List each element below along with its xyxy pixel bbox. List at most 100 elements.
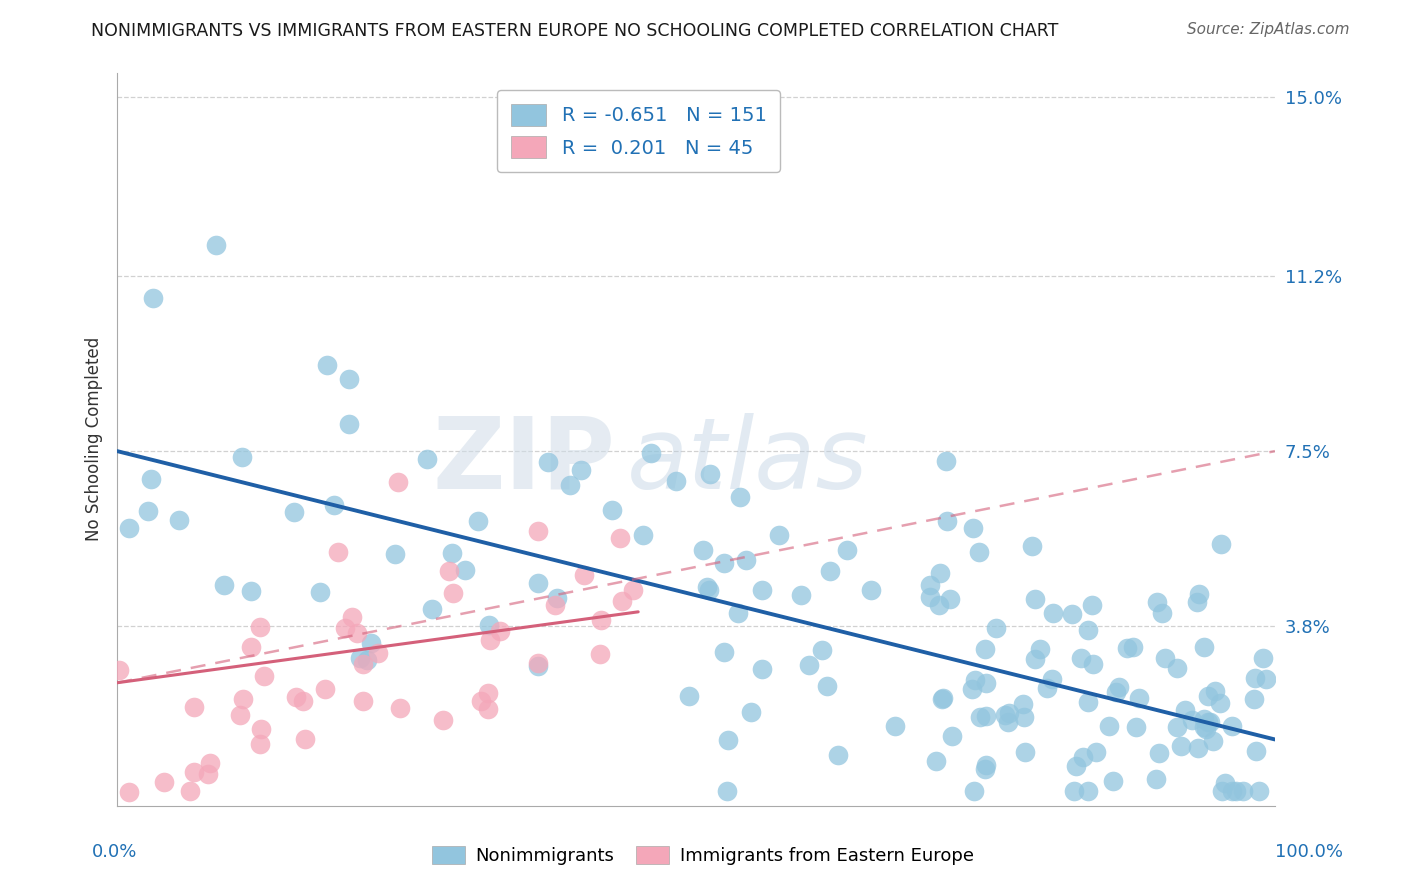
Point (333, 621, 356, 635)
Point (1021, 539, 1043, 553)
Text: ZIP: ZIP (432, 413, 614, 510)
Point (1211, 784, 1233, 798)
Point (526, 524, 548, 539)
Point (1209, 696, 1232, 710)
Point (665, 474, 688, 488)
Point (998, 706, 1021, 720)
Point (974, 676, 997, 690)
Point (197, 766, 219, 780)
Point (699, 467, 721, 481)
Point (249, 620, 271, 634)
Point (1188, 587, 1211, 601)
Point (713, 556, 735, 570)
Point (1174, 703, 1197, 717)
Point (969, 710, 991, 724)
Point (920, 590, 942, 604)
Point (153, 774, 176, 789)
Point (621, 583, 644, 598)
Point (717, 732, 740, 747)
Point (527, 576, 550, 591)
Point (349, 651, 371, 665)
Point (609, 531, 631, 545)
Point (1144, 772, 1167, 787)
Point (250, 722, 273, 736)
Point (527, 656, 550, 670)
Point (360, 636, 382, 650)
Point (935, 454, 957, 468)
Point (1187, 741, 1209, 756)
Point (631, 528, 654, 542)
Point (1194, 723, 1216, 737)
Point (938, 591, 960, 606)
Point (488, 624, 510, 639)
Point (239, 640, 262, 654)
Point (1166, 720, 1188, 734)
Point (884, 718, 907, 732)
Point (231, 450, 253, 464)
Point (1063, 784, 1085, 798)
Point (1064, 759, 1087, 773)
Point (1199, 714, 1222, 729)
Point (811, 643, 834, 657)
Point (340, 610, 363, 624)
Point (696, 580, 718, 594)
Point (1116, 641, 1139, 656)
Point (815, 679, 838, 693)
Point (941, 729, 963, 743)
Point (1251, 650, 1274, 665)
Point (141, 291, 163, 305)
Point (1108, 680, 1130, 694)
Point (967, 545, 990, 559)
Point (728, 490, 751, 504)
Point (818, 565, 841, 579)
Point (1077, 695, 1099, 709)
Point (388, 701, 411, 715)
Point (1081, 657, 1104, 671)
Point (1060, 607, 1083, 621)
Point (292, 694, 315, 708)
Point (931, 691, 953, 706)
Point (789, 588, 811, 602)
Point (1194, 720, 1216, 734)
Point (973, 762, 995, 776)
Point (1012, 697, 1035, 711)
Point (326, 544, 349, 558)
Point (537, 455, 560, 469)
Point (1213, 776, 1236, 790)
Point (1194, 712, 1216, 726)
Legend: Nonimmigrants, Immigrants from Eastern Europe: Nonimmigrants, Immigrants from Eastern E… (425, 838, 981, 872)
Point (976, 757, 998, 772)
Point (1024, 591, 1046, 606)
Point (1166, 660, 1188, 674)
Point (1029, 641, 1052, 656)
Point (309, 585, 332, 599)
Point (1204, 684, 1226, 698)
Point (118, 784, 141, 798)
Point (920, 578, 942, 592)
Point (478, 618, 501, 632)
Point (735, 553, 758, 567)
Point (441, 546, 464, 560)
Point (439, 564, 461, 578)
Point (1150, 606, 1173, 620)
Point (1042, 606, 1064, 620)
Point (569, 463, 592, 477)
Point (477, 702, 499, 716)
Text: atlas: atlas (627, 413, 869, 510)
Point (976, 708, 998, 723)
Point (232, 692, 254, 706)
Point (929, 566, 952, 580)
Point (1211, 537, 1233, 551)
Point (678, 690, 700, 704)
Point (612, 594, 634, 608)
Point (1249, 784, 1271, 798)
Point (544, 598, 567, 612)
Text: NONIMMIGRANTS VS IMMIGRANTS FROM EASTERN EUROPE NO SCHOOLING COMPLETED CORRELATI: NONIMMIGRANTS VS IMMIGRANTS FROM EASTERN… (91, 22, 1059, 40)
Point (139, 472, 162, 486)
Point (1202, 733, 1225, 747)
Point (751, 582, 773, 597)
Point (1085, 745, 1108, 759)
Legend: R = -0.651   N = 151, R =  0.201   N = 45: R = -0.651 N = 151, R = 0.201 N = 45 (498, 90, 780, 172)
Point (467, 514, 489, 528)
Point (1128, 691, 1150, 706)
